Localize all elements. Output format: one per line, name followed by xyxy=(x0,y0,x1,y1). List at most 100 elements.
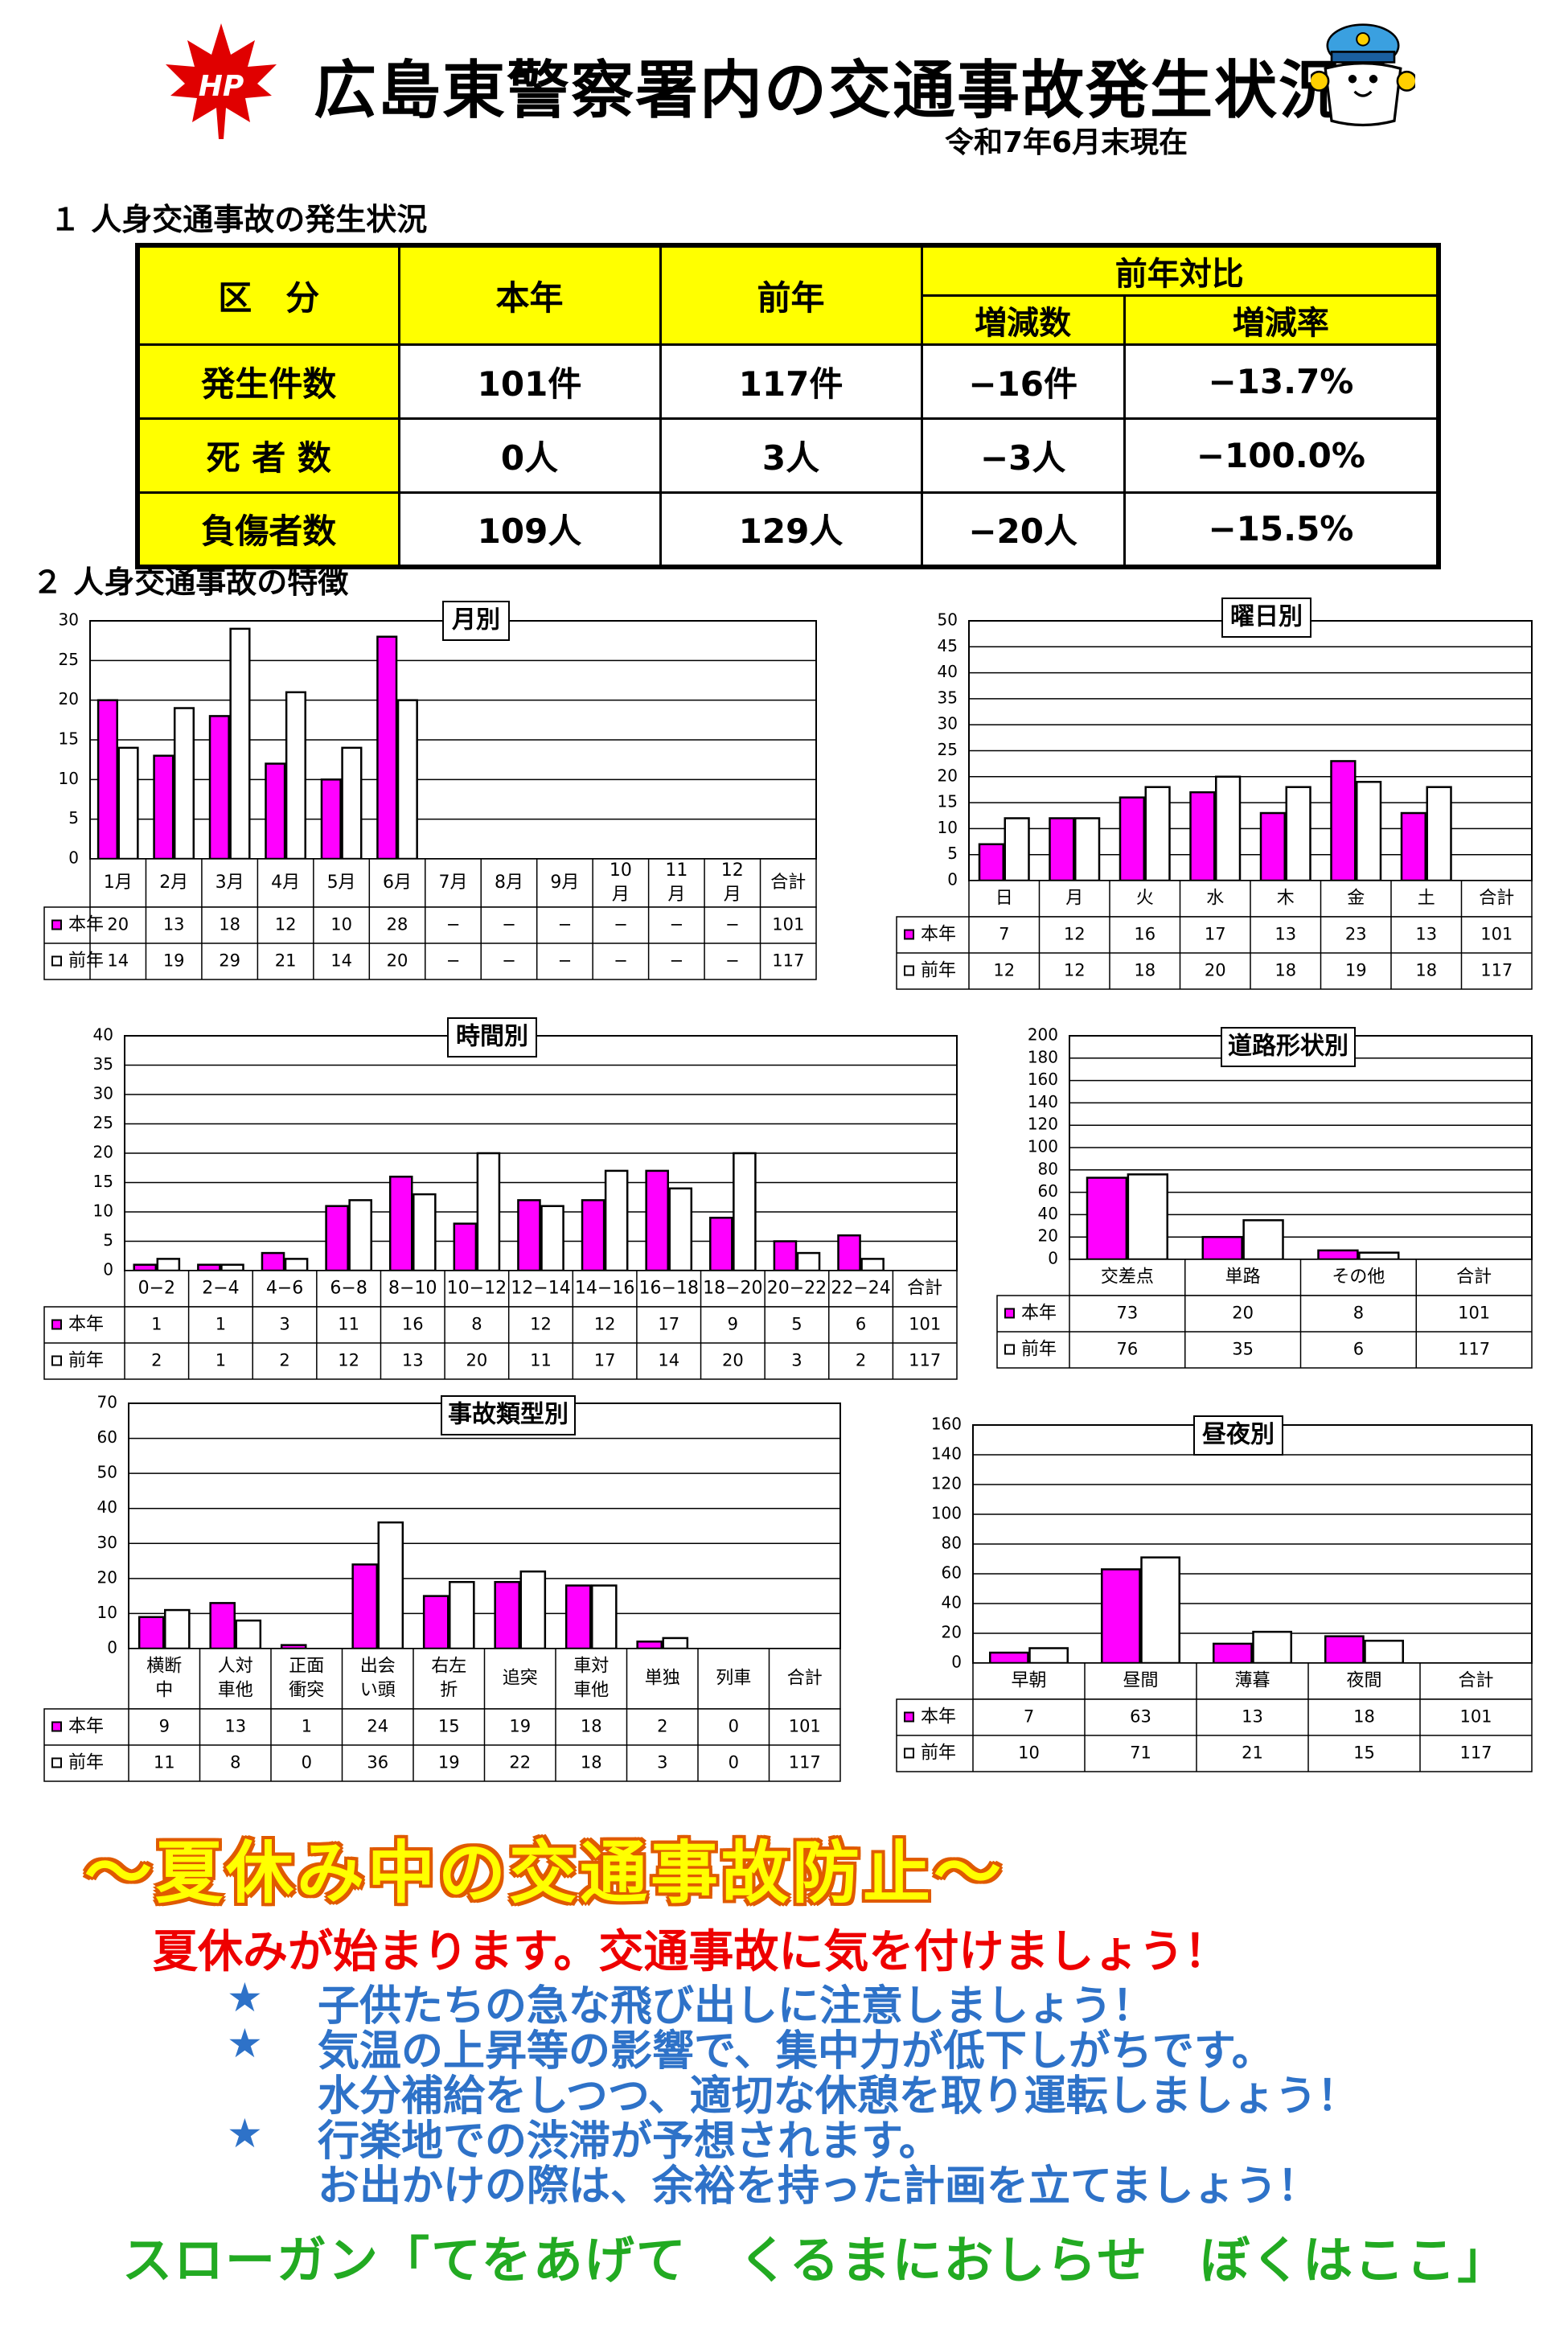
y-tick-label: 40 xyxy=(938,662,958,681)
header-last-year: 前年 xyxy=(659,244,923,346)
series-name: 前年 xyxy=(921,961,956,981)
x-tick-label: 水 xyxy=(1206,889,1224,909)
data-label: 76 xyxy=(1117,1340,1139,1359)
bullet-text: 水分補給をしつつ、適切な休憩を取り運転しましょう！ xyxy=(318,2072,1359,2121)
data-label: 1 xyxy=(215,1315,226,1334)
y-tick-label: 10 xyxy=(59,769,79,788)
y-tick-label: 10 xyxy=(97,1603,117,1622)
series-name: 本年 xyxy=(68,1717,104,1737)
x-tick-label: 木 xyxy=(1277,889,1295,909)
y-tick-label: 60 xyxy=(1038,1181,1058,1201)
x-tick-label: 交差点 xyxy=(1101,1267,1154,1287)
data-label: 5 xyxy=(791,1315,802,1334)
x-tick-label: 18−20 xyxy=(703,1279,762,1299)
y-tick-label: 5 xyxy=(947,844,958,863)
bar xyxy=(351,1563,379,1650)
bar xyxy=(988,1651,1029,1665)
x-tick-label: 12 xyxy=(721,860,744,881)
data-label: 3 xyxy=(791,1351,802,1370)
data-label: 18 xyxy=(1134,961,1155,980)
data-label: 101 xyxy=(789,1717,821,1736)
data-label: 117 xyxy=(909,1351,941,1370)
data-label: 101 xyxy=(1459,1707,1492,1727)
bar xyxy=(581,1199,605,1272)
y-tick-label: 80 xyxy=(1038,1159,1058,1178)
x-tick-label: 列車 xyxy=(716,1669,751,1689)
bar xyxy=(235,1619,262,1650)
y-tick-label: 30 xyxy=(97,1533,117,1552)
data-label: 21 xyxy=(1242,1743,1263,1763)
x-tick-label: 単独 xyxy=(645,1669,680,1689)
legend-swatch xyxy=(51,1721,62,1732)
x-tick-label: 土 xyxy=(1418,889,1435,909)
bar xyxy=(1400,811,1426,882)
x-tick-label: 合計 xyxy=(770,873,806,893)
y-tick-label: 35 xyxy=(938,688,958,707)
header-category: 区 分 xyxy=(136,244,400,346)
data-label: 101 xyxy=(772,915,804,934)
x-tick-label: 合計 xyxy=(907,1279,942,1299)
row-label: 発生件数 xyxy=(136,343,400,420)
x-tick-label: 衝突 xyxy=(289,1681,324,1701)
bar xyxy=(519,1570,547,1650)
y-tick-label: 5 xyxy=(103,1230,113,1250)
data-label: 117 xyxy=(789,1753,821,1772)
table-row: 発生件数 101件 117件 −16件 −13.7% xyxy=(136,343,1440,420)
y-tick-label: 50 xyxy=(97,1463,117,1482)
bar xyxy=(1144,786,1171,882)
accident-summary-table: 区 分 本年 前年 前年対比 増減数 増減率 発生件数 101件 117件 −1… xyxy=(135,243,1441,569)
logo-text: HP xyxy=(199,70,244,103)
y-tick-label: 5 xyxy=(68,808,79,828)
data-label: 13 xyxy=(1275,925,1296,944)
series-name: 前年 xyxy=(68,951,104,971)
data-label: 11 xyxy=(530,1351,552,1370)
y-tick-label: 80 xyxy=(942,1534,962,1553)
data-label: 28 xyxy=(387,915,408,934)
data-label: 12 xyxy=(594,1315,616,1334)
data-label: − xyxy=(614,951,628,971)
section1-heading: １ 人身交通事故の発生状況 xyxy=(50,202,428,237)
y-tick-label: 25 xyxy=(59,650,79,669)
bar xyxy=(668,1187,693,1272)
x-tick-label: 薄暮 xyxy=(1234,1671,1270,1691)
x-tick-label: 追突 xyxy=(503,1669,538,1689)
x-tick-label: 16−18 xyxy=(639,1279,699,1299)
data-label: 14 xyxy=(658,1351,679,1370)
cell-change: −20人 xyxy=(920,491,1126,568)
legend-swatch xyxy=(51,955,62,967)
data-label: 117 xyxy=(772,951,804,971)
x-tick-label: 単路 xyxy=(1225,1267,1261,1287)
data-label: − xyxy=(558,951,573,971)
y-tick-label: 200 xyxy=(1028,1025,1058,1045)
series-name: 本年 xyxy=(68,1315,104,1335)
data-label: 12 xyxy=(1064,961,1086,980)
bar xyxy=(422,1595,449,1650)
data-label: 101 xyxy=(1480,925,1513,944)
cell-last-year: 129人 xyxy=(659,491,923,568)
x-tick-label: 10−12 xyxy=(447,1279,507,1299)
legend-swatch xyxy=(51,1319,62,1330)
data-label: 73 xyxy=(1117,1304,1139,1323)
y-tick-label: 40 xyxy=(1038,1204,1058,1223)
data-label: 17 xyxy=(594,1351,616,1370)
x-tick-label: 6−8 xyxy=(330,1279,367,1299)
cell-last-year: 3人 xyxy=(659,417,923,494)
data-label: 8 xyxy=(230,1753,240,1772)
x-tick-label: 4−6 xyxy=(266,1279,303,1299)
y-tick-label: 50 xyxy=(938,610,958,630)
y-tick-label: 120 xyxy=(1028,1115,1058,1134)
data-label: 14 xyxy=(330,951,352,971)
y-tick-label: 20 xyxy=(942,1623,962,1642)
data-label: 9 xyxy=(728,1315,738,1334)
y-tick-label: 60 xyxy=(942,1563,962,1583)
data-label: 63 xyxy=(1130,1707,1151,1727)
data-label: 35 xyxy=(1232,1340,1254,1359)
data-label: 12 xyxy=(1064,925,1086,944)
data-label: 117 xyxy=(1459,1743,1492,1763)
cell-this-year: 0人 xyxy=(397,417,662,494)
data-label: 12 xyxy=(275,915,297,934)
bullet-text: 子供たちの急な飛び出しに注意しましょう！ xyxy=(318,1982,1155,2031)
x-tick-label: 日 xyxy=(995,889,1013,909)
x-tick-label: 7月 xyxy=(439,873,468,893)
